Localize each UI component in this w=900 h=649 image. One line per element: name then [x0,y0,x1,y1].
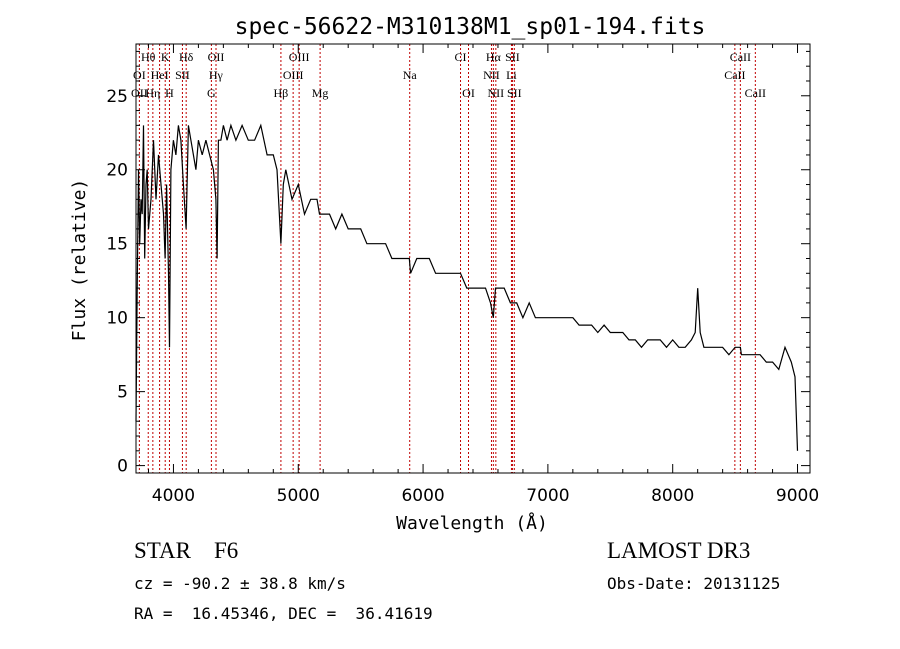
line-label: SII [175,68,190,82]
line-label: CaII [745,86,766,100]
line-label: Na [403,68,418,82]
y-tick-label: 0 [117,457,128,477]
obs-date: Obs-Date: 20131125 [607,574,781,593]
y-tick-label: 15 [106,235,128,255]
chart-title: spec-56622-M310138M1_sp01-194.fits [235,14,706,40]
line-label: OI [462,86,475,100]
x-tick-label: 4000 [152,486,195,506]
x-tick-label: 9000 [776,486,819,506]
line-label: Mg [312,86,329,100]
line-label: SII [507,86,522,100]
line-label: CI [455,50,467,64]
line-label: NII [483,68,500,82]
x-tick-label: 8000 [651,486,694,506]
line-label: Hγ [209,68,224,82]
spectrum-line [135,123,799,451]
line-label: CaII [730,50,751,64]
line-label: H [165,86,174,100]
line-label: OI [133,68,146,82]
line-label: NII [488,86,505,100]
line-label: K [161,50,170,64]
line-label: CaII [724,68,745,82]
line-label: Hη [145,86,160,100]
x-axis-label: Wavelength (Å) [396,512,548,534]
y-axis: 0 5 10 15 20 25 [106,50,810,477]
x-tick-label: 6000 [401,486,444,506]
spectral-line-markers [138,44,756,473]
y-tick-label: 10 [106,309,128,329]
classification: STAR F6 [134,538,239,563]
line-label: HeI [151,68,169,82]
x-axis: 4000 5000 6000 7000 8000 9000 [147,44,819,506]
line-label: OII [131,86,148,100]
redshift-value: cz = -90.2 ± 38.8 km/s [134,574,346,593]
plot-frame [135,43,811,474]
line-label: Hδ [179,50,194,64]
line-label: Li [506,68,517,82]
line-label: Hα [486,50,502,64]
x-tick-label: 7000 [526,486,569,506]
line-label: G [207,86,216,100]
coordinates: RA = 16.45346, DEC = 36.41619 [134,604,433,623]
line-label: OII [208,50,225,64]
y-tick-label: 25 [106,87,128,107]
line-label: SII [505,50,520,64]
line-label: Hβ [274,86,289,100]
y-tick-label: 20 [106,161,128,181]
line-label: OIII [283,68,304,82]
y-axis-label: Flux (relative) [69,179,90,342]
line-label: Hθ [141,50,156,64]
x-tick-label: 5000 [277,486,320,506]
line-label: OIII [289,50,310,64]
y-tick-label: 5 [117,383,128,403]
survey-name: LAMOST DR3 [607,538,751,563]
